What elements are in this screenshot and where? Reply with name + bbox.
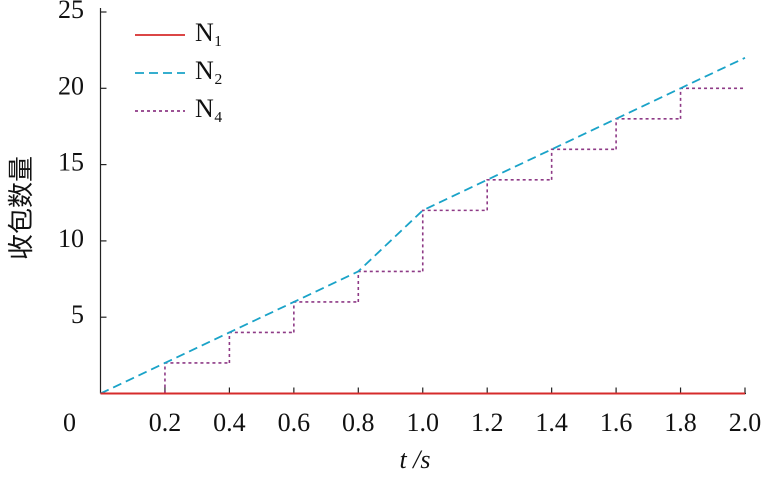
y-tick-label: 0 xyxy=(63,408,76,437)
y-axis-label: 收包数量 xyxy=(7,156,36,260)
step-segment xyxy=(421,209,488,272)
x-tick-label: 1.4 xyxy=(535,408,568,437)
step-segment xyxy=(550,148,617,180)
y-tick-label: 10 xyxy=(58,224,84,253)
legend-label: N₄ xyxy=(195,94,223,123)
x-tick-label: 1.8 xyxy=(664,408,697,437)
x-tick-label: 0.4 xyxy=(213,408,246,437)
y-tick-label: 5 xyxy=(71,300,84,329)
step-segment xyxy=(164,362,230,394)
step-segment xyxy=(228,331,294,363)
x-tick-label: 1.6 xyxy=(600,408,633,437)
legend-label: N₂ xyxy=(195,56,223,85)
step-segment xyxy=(486,179,552,211)
y-tick-label: 20 xyxy=(58,71,84,100)
x-tick-label: 2.0 xyxy=(729,408,762,437)
x-tick-label: 1.2 xyxy=(471,408,504,437)
step-segment xyxy=(679,87,745,119)
legend-label: N₁ xyxy=(195,18,223,47)
step-segment xyxy=(615,118,681,150)
y-tick-label: 15 xyxy=(58,148,84,177)
series-line xyxy=(100,56,746,395)
y-tick-label: 25 xyxy=(58,0,84,24)
step-segment xyxy=(357,270,423,302)
x-tick-label: 0.8 xyxy=(342,408,375,437)
x-tick-label: 0.2 xyxy=(149,408,182,437)
step-segment xyxy=(293,301,359,333)
x-axis-label: t /s xyxy=(399,445,430,474)
x-tick-label: 1.0 xyxy=(407,408,440,437)
x-tick-label: 0.6 xyxy=(278,408,311,437)
